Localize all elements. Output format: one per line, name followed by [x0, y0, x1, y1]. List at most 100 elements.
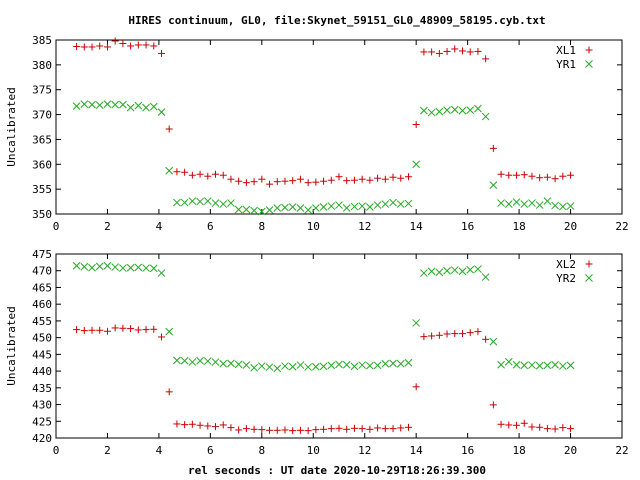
data-point-xl2 [312, 426, 320, 434]
data-point-yr2 [504, 357, 513, 366]
data-point-yr1 [126, 103, 135, 112]
data-point-yr1 [149, 102, 158, 111]
marker-stroke [242, 205, 251, 214]
data-point-yr2 [111, 263, 120, 271]
data-point-xl1 [165, 125, 173, 133]
data-point-xl2 [80, 327, 88, 335]
data-point-xl2 [289, 427, 297, 435]
data-point-xl2 [366, 425, 374, 433]
data-point-yr1 [119, 100, 127, 109]
marker-stroke [273, 364, 282, 373]
marker-stroke [427, 267, 436, 276]
data-point-yr1 [558, 202, 567, 211]
data-point-yr1 [203, 197, 212, 205]
data-point-yr2 [165, 327, 174, 336]
data-point-yr2 [373, 361, 382, 370]
data-point-xl1 [127, 42, 135, 50]
data-point-xl1 [258, 175, 266, 183]
marker-stroke [304, 206, 312, 214]
data-point-xl2 [397, 424, 405, 432]
marker-stroke [219, 200, 228, 208]
data-point-yr2 [203, 357, 212, 365]
data-point-xl1 [289, 177, 297, 185]
data-point-xl1 [567, 171, 575, 179]
marker-stroke [188, 358, 197, 366]
data-point-xl1 [80, 43, 88, 51]
legend-marker-yr1 [585, 60, 593, 68]
data-point-xl1 [505, 171, 513, 179]
marker-stroke [474, 104, 482, 113]
data-point-yr1 [543, 197, 552, 205]
y-tick-label: 475 [32, 248, 52, 261]
marker-stroke [558, 202, 567, 211]
marker-stroke [381, 200, 390, 208]
x-tick-label: 16 [461, 444, 474, 457]
marker-stroke [458, 106, 467, 115]
marker-stroke [126, 103, 135, 112]
data-point-xl1 [389, 173, 397, 181]
marker-stroke [366, 203, 374, 211]
marker-stroke [88, 263, 96, 272]
data-point-xl2 [165, 388, 173, 396]
marker-stroke [551, 360, 559, 369]
x-axis-label: rel seconds : UT date 2020-10-29T18:26:3… [188, 464, 486, 477]
marker-stroke [227, 199, 235, 207]
marker-stroke [180, 198, 189, 207]
data-point-xl1 [273, 178, 281, 186]
marker-stroke [327, 361, 336, 370]
data-point-xl1 [404, 173, 412, 181]
data-point-yr1 [358, 202, 367, 210]
marker-stroke [450, 105, 459, 114]
x-tick-label: 22 [615, 220, 628, 233]
data-point-xl2 [235, 426, 243, 434]
data-point-xl1 [343, 177, 351, 185]
marker-stroke [342, 204, 351, 212]
data-point-yr1 [281, 203, 289, 212]
data-point-xl2 [111, 324, 119, 332]
marker-stroke [203, 357, 212, 365]
data-point-yr2 [265, 363, 274, 371]
data-point-yr1 [242, 205, 251, 214]
data-point-yr1 [134, 101, 143, 110]
marker-stroke [188, 197, 197, 205]
marker-stroke [288, 362, 297, 371]
data-point-yr1 [288, 203, 297, 211]
marker-stroke [211, 358, 220, 366]
marker-stroke [95, 101, 104, 109]
marker-stroke [412, 160, 421, 169]
marker-stroke [373, 361, 382, 370]
data-point-yr1 [342, 204, 351, 212]
data-point-yr2 [342, 360, 351, 369]
marker-stroke [134, 101, 143, 110]
y-tick-label: 370 [32, 109, 52, 122]
data-point-yr1 [366, 203, 374, 211]
data-point-xl2 [219, 421, 227, 429]
data-point-yr1 [458, 106, 467, 115]
data-point-xl2 [242, 425, 250, 433]
data-point-xl1 [134, 41, 142, 49]
marker-stroke [250, 206, 258, 215]
x-tick-label: 2 [104, 444, 111, 457]
data-point-yr2 [450, 266, 459, 274]
data-point-yr1 [373, 201, 382, 209]
marker-stroke [119, 100, 127, 109]
data-point-yr2 [119, 264, 127, 272]
data-point-xl2 [443, 330, 451, 338]
data-point-yr1 [512, 198, 521, 206]
data-point-xl2 [489, 401, 497, 409]
bottom-panel: 0 2 4 6 8 10 12 14 16 18 20 22 420 425 430 435 440 445 450… [5, 248, 629, 457]
data-point-yr1 [551, 201, 559, 210]
marker-stroke [458, 267, 467, 276]
data-point-xl2 [173, 420, 181, 428]
y-tick-label: 430 [32, 399, 52, 412]
data-point-xl2 [374, 424, 382, 432]
data-point-yr2 [358, 361, 367, 369]
data-point-yr1 [427, 108, 436, 117]
data-point-xl1 [366, 176, 374, 184]
data-point-xl2 [381, 425, 389, 433]
data-point-xl1 [204, 172, 212, 180]
data-point-yr1 [474, 104, 482, 113]
y-tick-label: 350 [32, 208, 52, 221]
data-point-yr2 [296, 361, 305, 369]
x-tick-label: 12 [358, 220, 371, 233]
